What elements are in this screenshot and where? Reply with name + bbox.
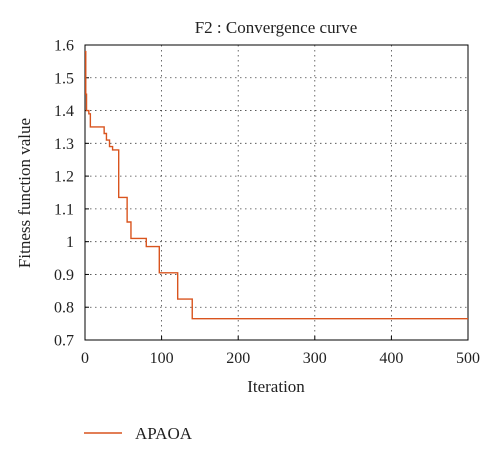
legend: APAOA (84, 424, 193, 443)
y-tick-label: 1 (66, 234, 74, 251)
x-tick-label: 100 (150, 350, 174, 367)
y-axis-label: Fitness function value (15, 118, 34, 268)
x-axis-label: Iteration (247, 377, 305, 396)
y-tick-label: 1.5 (54, 70, 74, 87)
x-tick-label: 200 (226, 350, 250, 367)
plot-area (84, 44, 469, 341)
y-tick-label: 0.9 (54, 267, 74, 284)
x-tick-label: 300 (303, 350, 327, 367)
x-axis-ticks: 0 100 200 300 400 500 (81, 336, 480, 367)
y-tick-label: 0.7 (54, 333, 74, 350)
series-line-apaoa (85, 50, 468, 320)
x-tick-label: 500 (456, 350, 480, 367)
chart-title: F2 : Convergence curve (195, 18, 358, 37)
x-tick-label: 400 (379, 350, 403, 367)
y-tick-label: 1.6 (54, 38, 74, 55)
y-tick-label: 1.3 (54, 136, 74, 153)
legend-label-apaoa: APAOA (135, 424, 193, 443)
y-tick-label: 1.4 (54, 103, 74, 120)
y-tick-label: 0.8 (54, 300, 74, 317)
y-tick-label: 1.1 (54, 201, 74, 218)
y-tick-label: 1.2 (54, 169, 74, 186)
y-axis-ticks: 0.7 0.8 0.9 1 1.1 1.2 1.3 1.4 1.5 1.6 (54, 38, 89, 350)
grid-lines (85, 45, 468, 340)
x-tick-label: 0 (81, 350, 89, 367)
